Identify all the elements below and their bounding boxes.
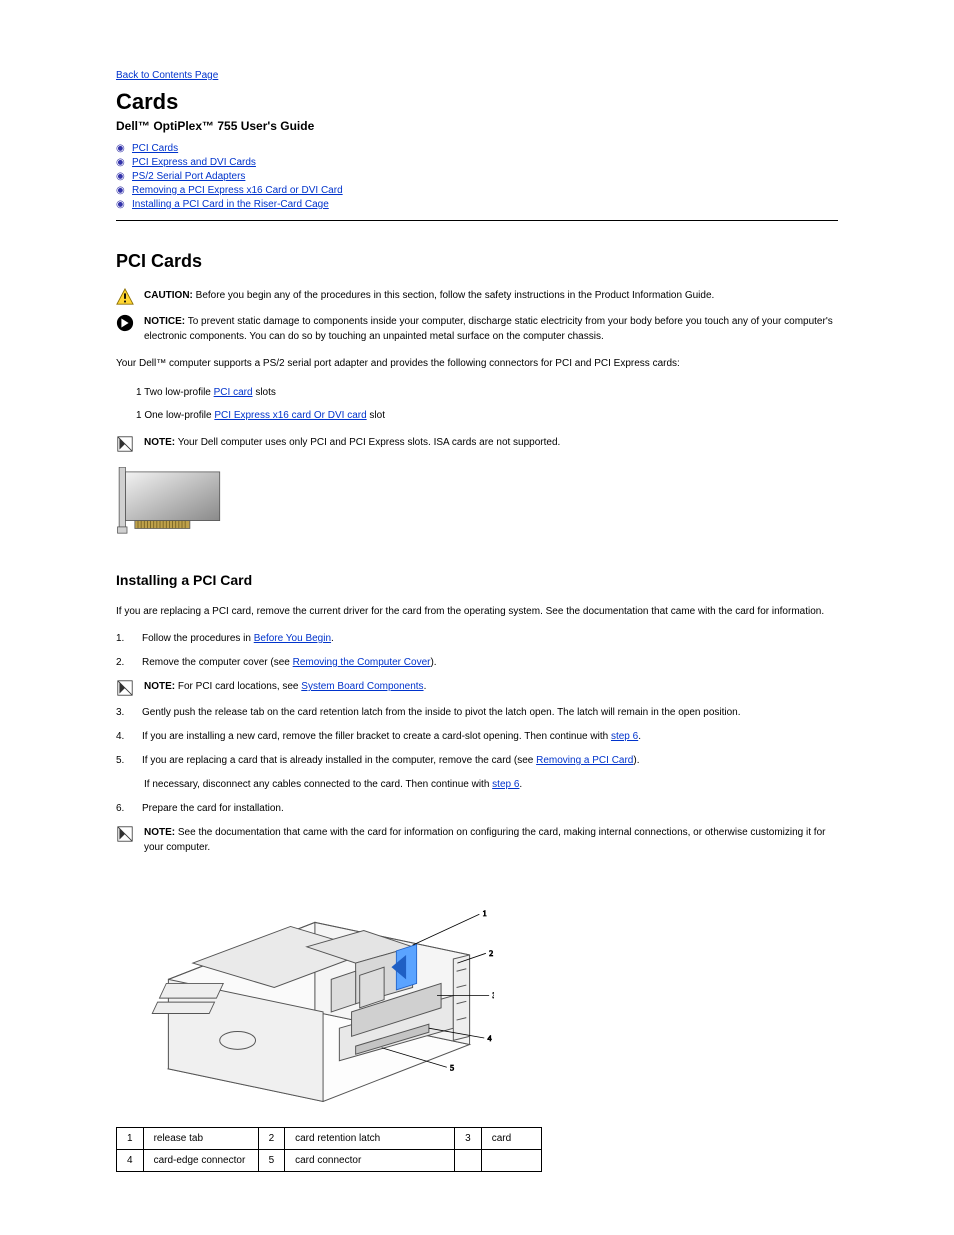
step-5-sub: If necessary, disconnect any cables conn… — [144, 777, 838, 793]
table-row: 4 card-edge connector 5 card connector — [117, 1150, 542, 1172]
callout-label — [481, 1150, 541, 1172]
bullet-icon: ◉ — [116, 186, 126, 196]
list-item: 1 Two low-profile PCI card slots — [136, 383, 838, 402]
note-block: NOTE: For PCI card locations, see System… — [116, 679, 838, 697]
toc-link-ps2[interactable]: PS/2 Serial Port Adapters — [132, 171, 245, 182]
note-text: NOTE: For PCI card locations, see System… — [144, 679, 426, 694]
step-1: 1. Follow the procedures in Before You B… — [116, 631, 838, 647]
page-title: Cards — [116, 89, 838, 115]
toc-item: ◉ PCI Cards — [116, 143, 838, 154]
toc-link-remove-pcie[interactable]: Removing a PCI Express x16 Card or DVI C… — [132, 185, 343, 196]
svg-text:4: 4 — [487, 1034, 491, 1043]
note-icon — [116, 825, 134, 843]
callout-label: release tab — [143, 1128, 258, 1150]
subsection-installing: Installing a PCI Card — [116, 572, 838, 588]
removing-pci-link[interactable]: Removing a PCI Card — [536, 755, 633, 766]
caution-text: CAUTION: Before you begin any of the pro… — [144, 288, 714, 303]
callout-num: 3 — [455, 1128, 482, 1150]
bullet-icon: ◉ — [116, 200, 126, 210]
before-you-begin-link[interactable]: Before You Begin — [254, 633, 331, 644]
caution-icon — [116, 288, 134, 306]
note-icon — [116, 435, 134, 453]
step-2: 2. Remove the computer cover (see Removi… — [116, 655, 838, 671]
step-3: 3. Gently push the release tab on the ca… — [116, 705, 838, 721]
step-5: 5. If you are replacing a card that is a… — [116, 753, 838, 769]
callout-table: 1 release tab 2 card retention latch 3 c… — [116, 1127, 542, 1172]
svg-text:3: 3 — [492, 991, 494, 1000]
toc-item: ◉ PS/2 Serial Port Adapters — [116, 171, 838, 182]
back-to-contents-link[interactable]: Back to Contents Page — [116, 70, 838, 81]
notice-icon — [116, 314, 134, 332]
bullet-icon: ◉ — [116, 172, 126, 182]
toc-link-pci-cards[interactable]: PCI Cards — [132, 143, 178, 154]
callout-label: card — [481, 1128, 541, 1150]
toc-item: ◉ PCI Express and DVI Cards — [116, 157, 838, 168]
step6-link-2[interactable]: step 6 — [492, 779, 519, 790]
divider — [116, 220, 838, 221]
pci-card-link[interactable]: PCI card — [214, 387, 253, 398]
notice-text: NOTICE: To prevent static damage to comp… — [144, 314, 838, 344]
callout-num: 4 — [117, 1150, 144, 1172]
toc: ◉ PCI Cards ◉ PCI Express and DVI Cards … — [116, 143, 838, 210]
toc-link-install-riser[interactable]: Installing a PCI Card in the Riser-Card … — [132, 199, 329, 210]
install-intro: If you are replacing a PCI card, remove … — [116, 604, 838, 619]
toc-link-pci-express[interactable]: PCI Express and DVI Cards — [132, 157, 256, 168]
subtitle: Dell™ OptiPlex™ 755 User's Guide — [116, 119, 838, 133]
callout-num: 1 — [117, 1128, 144, 1150]
section-heading-pci-cards: PCI Cards — [116, 251, 838, 272]
notice-block: NOTICE: To prevent static damage to comp… — [116, 314, 838, 344]
note-block: NOTE: Your Dell computer uses only PCI a… — [116, 435, 838, 453]
page: Back to Contents Page Cards Dell™ OptiPl… — [0, 0, 954, 1232]
note-text: NOTE: See the documentation that came wi… — [144, 825, 838, 855]
note-icon — [116, 679, 134, 697]
svg-text:5: 5 — [450, 1064, 454, 1073]
step-4: 4. If you are installing a new card, rem… — [116, 729, 838, 745]
system-board-link[interactable]: System Board Components — [301, 681, 423, 692]
svg-text:2: 2 — [489, 949, 493, 958]
table-row: 1 release tab 2 card retention latch 3 c… — [117, 1128, 542, 1150]
bullet-icon: ◉ — [116, 158, 126, 168]
intro-list: 1 Two low-profile PCI card slots 1 One l… — [136, 383, 838, 425]
toc-item: ◉ Removing a PCI Express x16 Card or DVI… — [116, 185, 838, 196]
intro-paragraph: Your Dell™ computer supports a PS/2 seri… — [116, 356, 838, 371]
callout-num — [455, 1150, 482, 1172]
note-block: NOTE: See the documentation that came wi… — [116, 825, 838, 855]
chassis-diagram: 1 2 3 4 5 — [116, 865, 838, 1113]
svg-text:1: 1 — [483, 909, 487, 918]
note-text: NOTE: Your Dell computer uses only PCI a… — [144, 435, 560, 450]
caution-block: CAUTION: Before you begin any of the pro… — [116, 288, 838, 306]
callout-num: 2 — [258, 1128, 285, 1150]
callout-label: card connector — [285, 1150, 455, 1172]
toc-item: ◉ Installing a PCI Card in the Riser-Car… — [116, 199, 838, 210]
removing-cover-link[interactable]: Removing the Computer Cover — [293, 657, 431, 668]
callout-label: card-edge connector — [143, 1150, 258, 1172]
callout-label: card retention latch — [285, 1128, 455, 1150]
step-6: 6. Prepare the card for installation. — [116, 801, 838, 817]
pcie-dvi-link[interactable]: PCI Express x16 card Or DVI card — [214, 410, 366, 421]
list-item: 1 One low-profile PCI Express x16 card O… — [136, 406, 838, 425]
callout-num: 5 — [258, 1150, 285, 1172]
step6-link[interactable]: step 6 — [611, 731, 638, 742]
bullet-icon: ◉ — [116, 144, 126, 154]
pci-card-figure — [116, 467, 226, 542]
